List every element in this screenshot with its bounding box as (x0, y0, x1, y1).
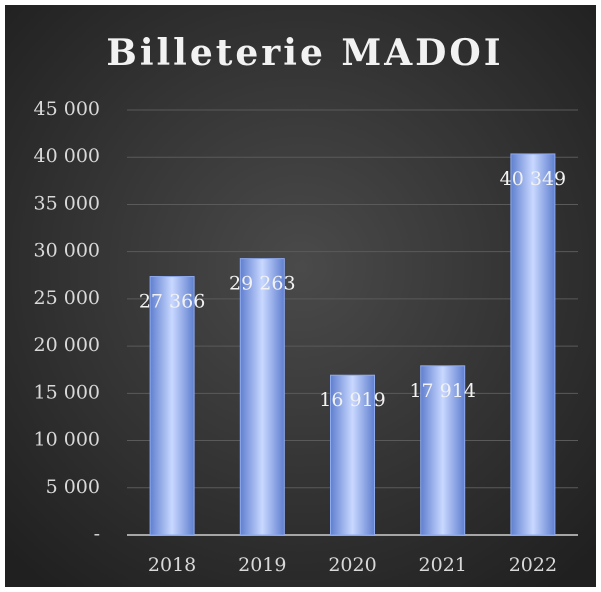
chart-title: Billeterie MADOI (106, 32, 503, 74)
y-tick-label: 15 000 (34, 381, 100, 403)
x-tick-label: 2018 (148, 554, 196, 576)
data-label: 17 914 (409, 380, 475, 402)
x-tick-label: 2020 (328, 554, 376, 576)
y-tick-label: 30 000 (34, 240, 100, 262)
y-tick-label: 10 000 (34, 429, 100, 451)
data-label: 27 366 (139, 291, 205, 313)
bar (239, 258, 285, 536)
x-tick-label: 2021 (419, 554, 467, 576)
data-label: 29 263 (229, 273, 295, 295)
y-tick-label: 5 000 (46, 476, 100, 498)
x-tick-label: 2022 (509, 554, 557, 576)
bar (330, 374, 375, 536)
x-tick-label: 2019 (238, 554, 286, 576)
data-label: 40 349 (500, 168, 566, 190)
bar (510, 153, 556, 536)
data-label: 16 919 (319, 389, 385, 411)
y-tick-label: 20 000 (34, 334, 100, 356)
background (5, 5, 596, 587)
y-tick-label: 35 000 (34, 192, 100, 214)
y-tick-label: 45 000 (34, 98, 100, 120)
bar (420, 365, 466, 536)
y-tick-label: 40 000 (34, 145, 100, 167)
bar (149, 276, 195, 536)
y-tick-label: - (94, 523, 100, 545)
y-tick-label: 25 000 (34, 287, 100, 309)
